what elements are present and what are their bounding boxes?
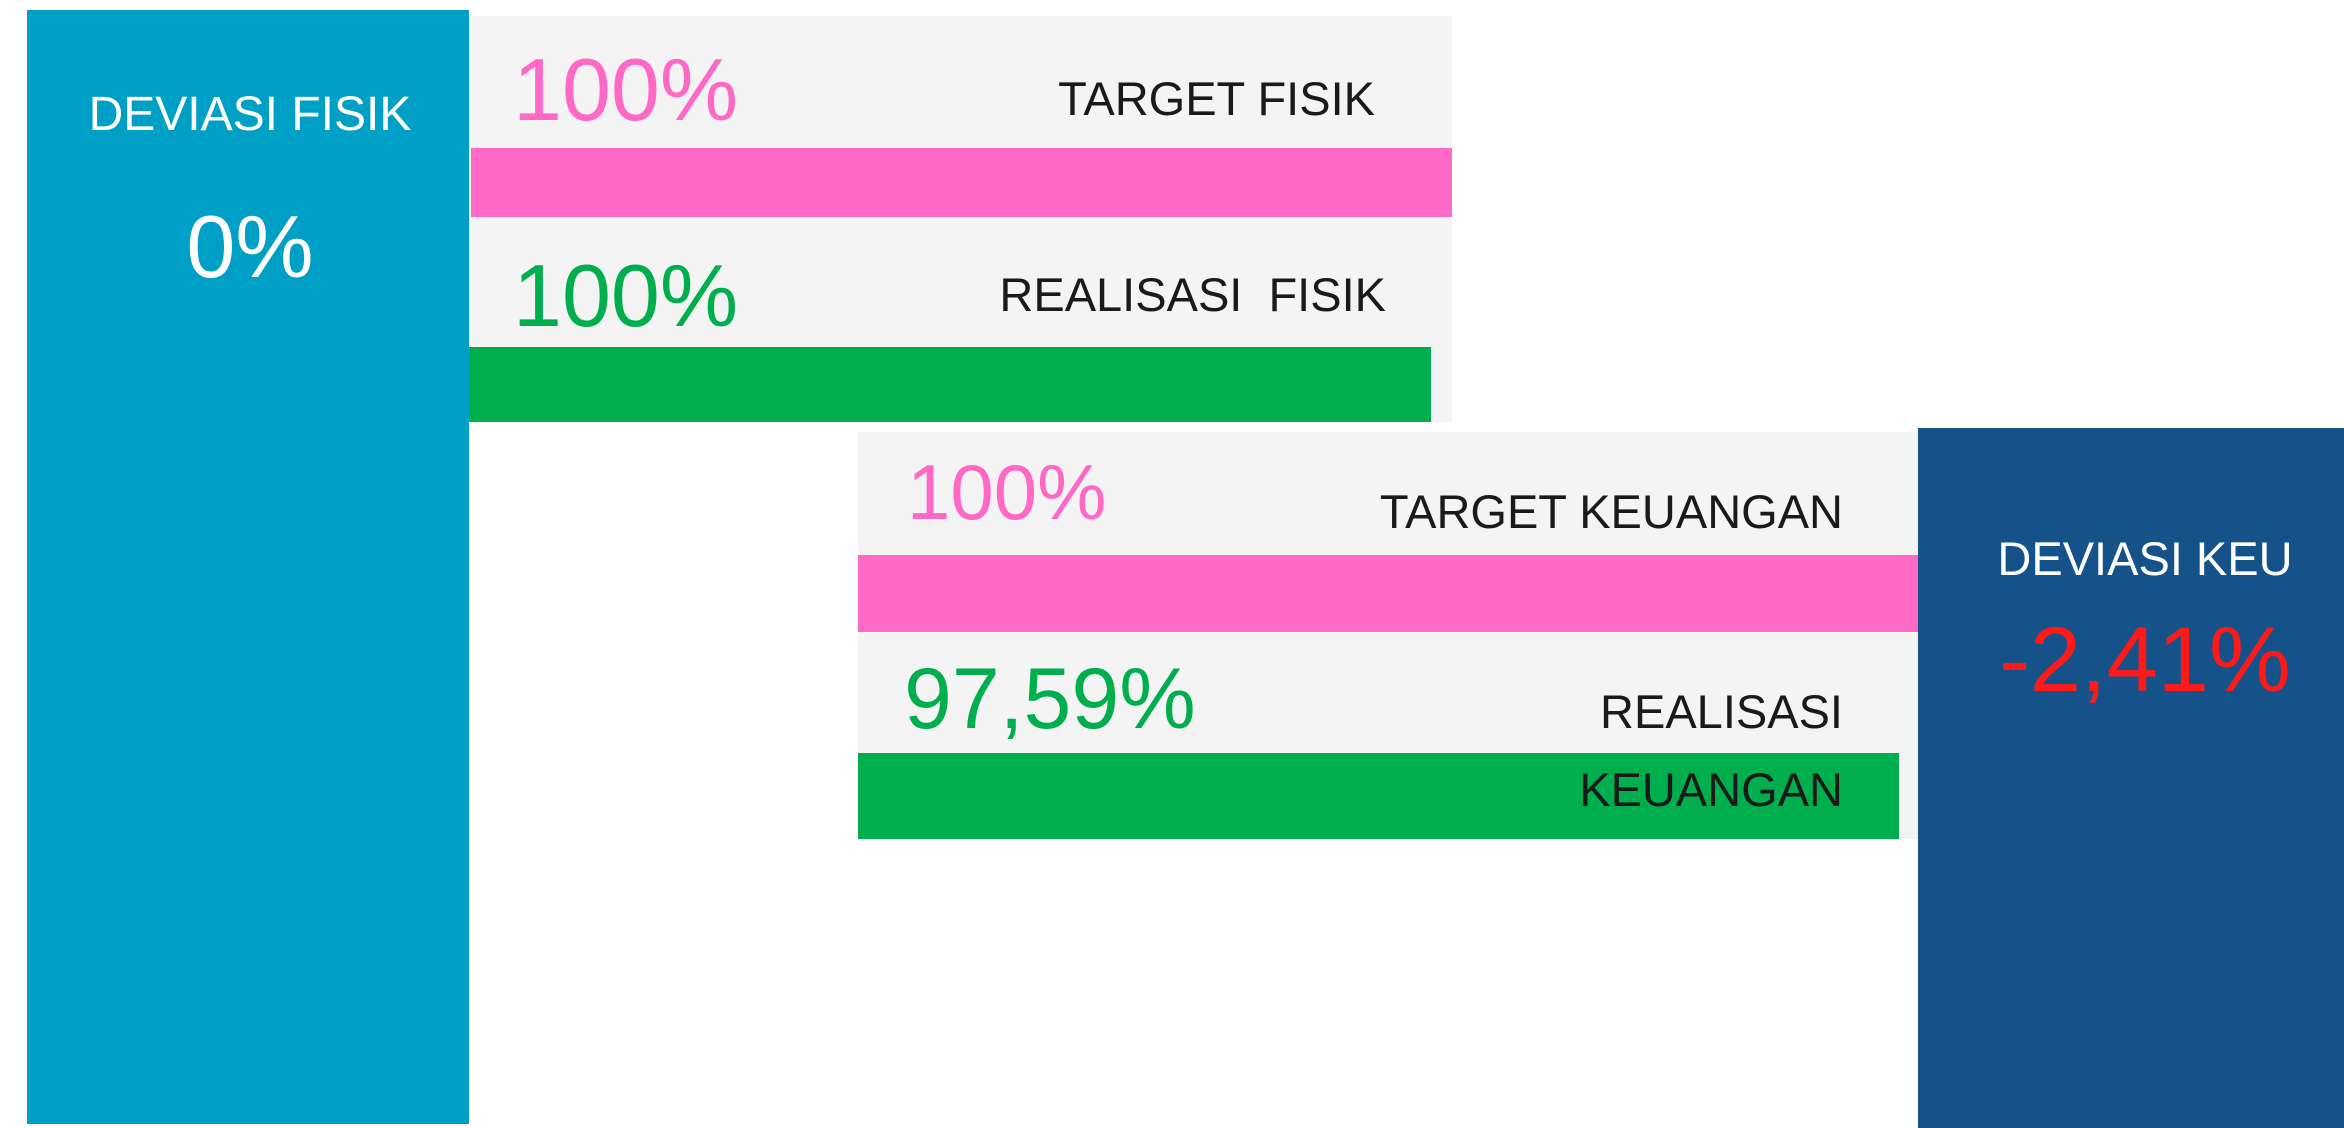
- realisasi-keuangan-value: 97,59%: [904, 651, 1196, 747]
- realisasi-keuangan-label: KEUANGAN: [1579, 763, 1843, 816]
- target-keuangan-value: 100%: [907, 448, 1107, 536]
- deviasi-fisik-value: 0%: [186, 197, 313, 296]
- realisasi-fisik-label: REALISASI FISIK: [999, 268, 1386, 321]
- deviasi-keu-panel: [1918, 428, 2344, 1128]
- deviasi-keu-label: DEVIASI KEU: [1997, 532, 2292, 585]
- deviasi-fisik-panel: [27, 10, 469, 1124]
- deviasi-keu-value: -2,41%: [1999, 609, 2291, 711]
- target-keuangan-label: TARGET KEUANGAN: [1380, 485, 1843, 538]
- realisasi-keuangan-bar: [858, 753, 1899, 839]
- target-fisik-bar: [471, 148, 1452, 217]
- realisasi-fisik-value: 100%: [513, 246, 738, 345]
- target-keuangan-bar: [858, 555, 1918, 632]
- target-fisik-label: TARGET FISIK: [1058, 72, 1375, 125]
- deviasi-fisik-label: DEVIASI FISIK: [89, 88, 412, 141]
- target-fisik-value: 100%: [513, 40, 738, 139]
- realisasi-fisik-bar: [469, 347, 1431, 422]
- realisasi-keuangan-label: REALISASI: [1600, 685, 1843, 738]
